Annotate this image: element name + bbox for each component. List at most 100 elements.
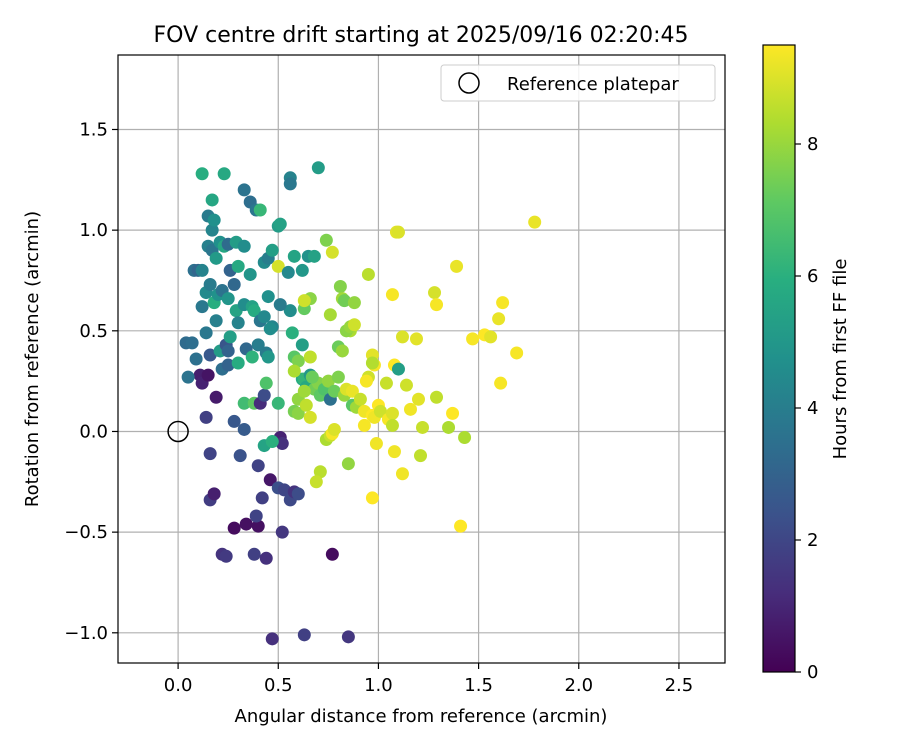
data-point [325, 547, 339, 561]
data-point [281, 265, 295, 279]
data-point [221, 358, 235, 372]
data-point [219, 549, 233, 563]
data-point [203, 278, 217, 292]
data-point [446, 406, 460, 420]
data-point [385, 288, 399, 302]
data-point [510, 346, 524, 360]
data-point [454, 519, 468, 533]
data-point [249, 509, 263, 523]
data-point [237, 239, 251, 253]
data-point [251, 459, 265, 473]
x-tick-label: 0.5 [264, 675, 293, 696]
data-point [253, 203, 267, 217]
data-point [409, 332, 423, 346]
data-point [203, 447, 217, 461]
plot-background [118, 55, 725, 663]
legend: Reference platepar [440, 64, 716, 102]
data-point [391, 362, 405, 376]
data-point [291, 354, 305, 368]
data-point [207, 487, 221, 501]
data-point [275, 525, 289, 539]
data-point [259, 376, 273, 390]
data-point [365, 491, 379, 505]
y-axis-ticks: −1.0 −0.5 0.0 0.5 1.0 1.5 [64, 119, 118, 644]
data-point [203, 348, 217, 362]
data-point [395, 330, 409, 344]
chart-title: FOV centre drift starting at 2025/09/16 … [154, 23, 689, 48]
data-point [261, 290, 275, 304]
data-point [291, 406, 305, 420]
data-point [309, 475, 323, 489]
data-point [413, 449, 427, 463]
data-point [237, 396, 251, 410]
colorbar-tick-label: 2 [807, 530, 818, 551]
data-point [195, 263, 209, 277]
data-point [227, 521, 241, 535]
data-point [199, 410, 213, 424]
data-point [353, 392, 367, 406]
data-point [319, 233, 333, 247]
data-point [275, 437, 289, 451]
data-point [311, 161, 325, 175]
x-tick-label: 0.0 [164, 675, 193, 696]
data-point [209, 390, 223, 404]
data-point [303, 410, 317, 424]
data-point [291, 487, 305, 501]
colorbar-gradient [762, 44, 796, 673]
data-point [231, 356, 245, 370]
data-point [345, 384, 359, 398]
data-point [223, 330, 237, 344]
data-point [337, 294, 351, 308]
data-point [331, 370, 345, 384]
data-point [379, 376, 393, 390]
data-point [247, 547, 261, 561]
data-point [385, 406, 399, 420]
data-point [233, 449, 247, 463]
data-point [297, 384, 311, 398]
data-point [205, 223, 219, 237]
data-point [305, 370, 319, 384]
reference-platepar-marker [167, 420, 189, 443]
data-point [195, 167, 209, 181]
data-point [261, 350, 275, 364]
data-point [321, 374, 335, 388]
data-point [185, 336, 199, 350]
data-point [361, 267, 375, 281]
scatter-points [179, 161, 542, 646]
colorbar-tick-label: 0 [807, 662, 818, 683]
data-point [255, 491, 269, 505]
data-point [271, 259, 285, 273]
data-point [201, 368, 215, 382]
data-point [313, 465, 327, 479]
data-point [265, 435, 279, 449]
data-point [283, 177, 297, 191]
y-axis-label: Rotation from reference (arcmin) [22, 211, 43, 507]
data-point [416, 420, 430, 434]
data-point [484, 330, 498, 344]
data-point [257, 310, 271, 324]
data-point [303, 350, 317, 364]
data-point [299, 398, 313, 412]
data-point [263, 322, 277, 336]
y-tick-label: −0.5 [64, 522, 108, 543]
data-point [227, 278, 241, 292]
plot-frame [117, 54, 726, 664]
data-point [430, 390, 444, 404]
colorbar-tick-label: 4 [807, 398, 818, 419]
x-tick-label: 2.5 [665, 675, 694, 696]
data-point [257, 388, 271, 402]
data-point [195, 300, 209, 314]
x-tick-label: 1.0 [364, 675, 393, 696]
data-point [189, 352, 203, 366]
data-point [237, 183, 251, 197]
data-point [528, 215, 542, 229]
data-point [359, 374, 373, 388]
data-point [287, 364, 301, 378]
colorbar-ticks: 0 2 4 6 8 [795, 134, 818, 683]
data-point [251, 519, 265, 533]
data-point [492, 312, 506, 326]
data-point [341, 630, 355, 644]
legend-box [440, 64, 716, 102]
data-point [205, 193, 219, 207]
x-tick-label: 2.0 [564, 675, 593, 696]
